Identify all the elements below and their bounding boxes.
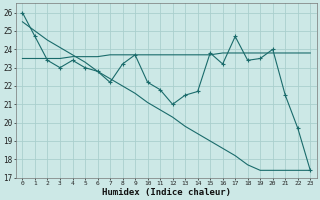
X-axis label: Humidex (Indice chaleur): Humidex (Indice chaleur) (102, 188, 231, 197)
